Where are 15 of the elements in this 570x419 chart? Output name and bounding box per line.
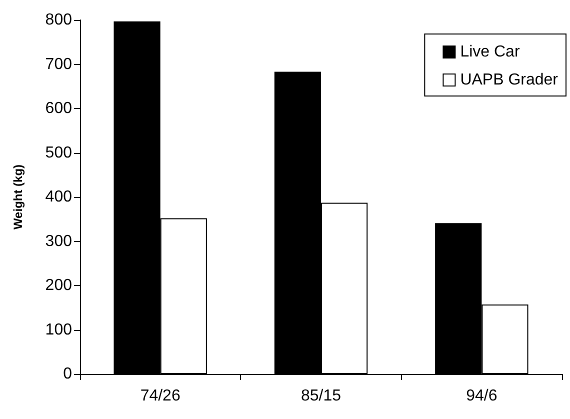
y-tick-label: 600 — [45, 100, 72, 117]
y-axis-title: Weight (kg) — [11, 164, 25, 230]
x-tick-label: 74/26 — [140, 388, 180, 404]
legend-label: Live Car — [460, 44, 520, 60]
y-tick-label: 300 — [45, 232, 72, 250]
x-tick-label: 85/15 — [300, 388, 342, 404]
y-tick-label: 700 — [45, 56, 72, 73]
legend-label: UAPB Grader — [460, 72, 559, 88]
y-tick-label: 800 — [45, 12, 72, 28]
y-tick-label: 500 — [45, 144, 72, 162]
x-tick-label: 94/6 — [466, 388, 498, 404]
y-tick-label: 100 — [45, 321, 72, 338]
y-tick-label: 400 — [45, 188, 72, 206]
y-tick-label: 0 — [63, 366, 72, 382]
y-tick-label: 200 — [45, 277, 72, 294]
